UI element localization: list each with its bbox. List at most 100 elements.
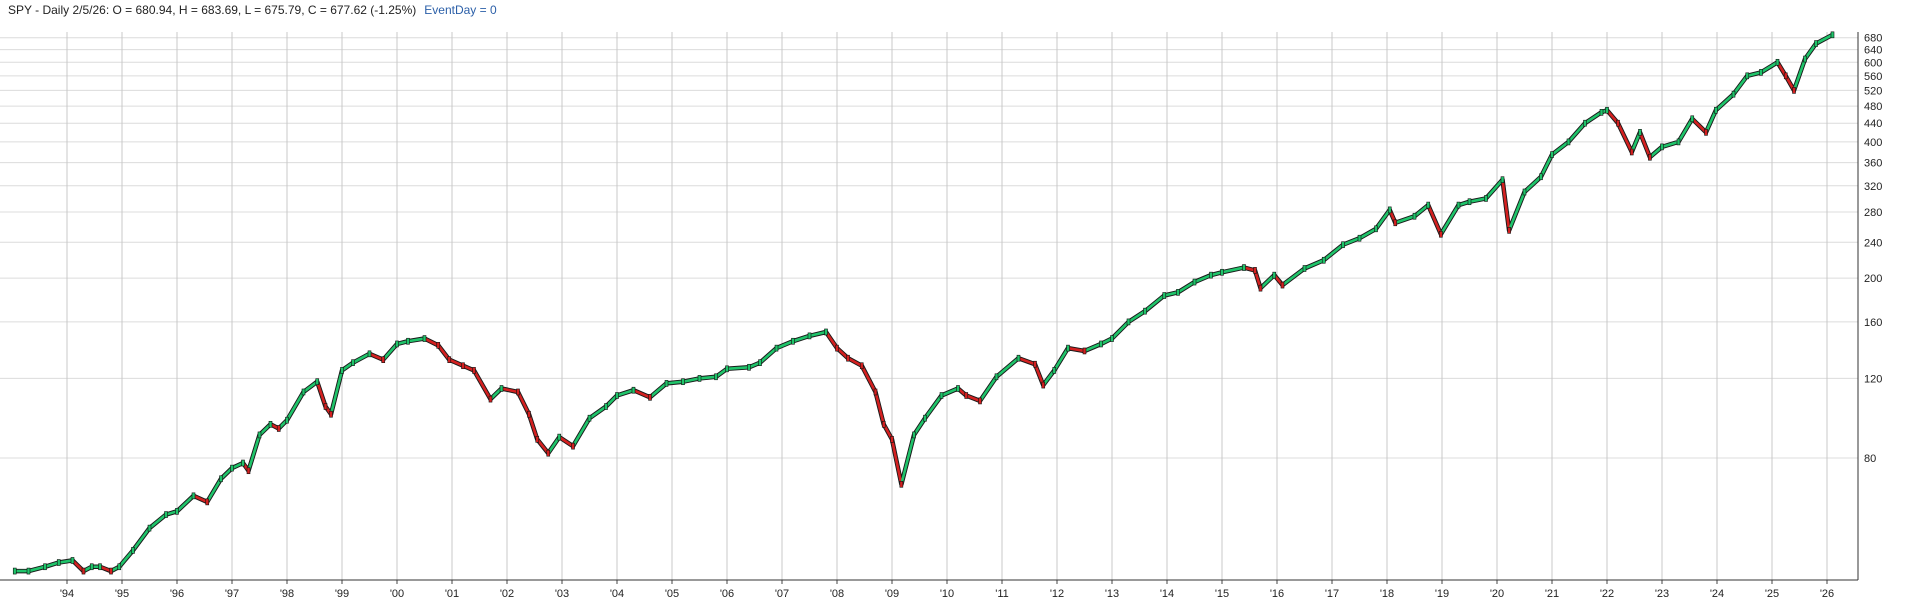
x-tick-label: '04 xyxy=(610,588,624,600)
price-segment-down xyxy=(1605,108,1620,125)
price-segment-up xyxy=(1099,337,1114,346)
price-segment-down xyxy=(315,380,327,408)
price-candle xyxy=(395,340,399,348)
price-candle xyxy=(890,436,894,443)
price-candle xyxy=(1830,31,1835,39)
price-segment-up xyxy=(1714,92,1735,112)
price-candle xyxy=(1507,227,1511,234)
price-candle xyxy=(1605,106,1609,114)
price-candle xyxy=(1775,58,1780,66)
price-candle xyxy=(117,563,122,571)
price-candle xyxy=(109,567,113,575)
price-candle xyxy=(978,397,982,405)
price-segment-up xyxy=(489,387,503,401)
price-candle xyxy=(697,375,702,382)
price-segment-down xyxy=(1033,362,1045,387)
price-segment-up xyxy=(205,477,223,504)
price-segment-up xyxy=(808,330,828,338)
x-tick-label: '16 xyxy=(1270,588,1284,600)
x-tick-label: '12 xyxy=(1050,588,1064,600)
price-candle xyxy=(1745,72,1750,80)
price-candle xyxy=(499,385,504,392)
price-segment-up xyxy=(1507,190,1526,232)
price-candle xyxy=(615,392,619,399)
price-segment-up xyxy=(588,405,608,420)
price-segment-up xyxy=(940,387,960,397)
price-candle xyxy=(1426,201,1431,209)
price-candle xyxy=(1456,201,1461,209)
price-segment-up xyxy=(1358,227,1378,240)
price-segment-up xyxy=(302,380,319,394)
price-candle xyxy=(219,475,223,483)
price-candle xyxy=(56,559,61,566)
price-candle xyxy=(70,557,75,564)
price-candle xyxy=(1648,153,1652,161)
price-segment-up xyxy=(1322,243,1345,262)
x-tick-label: '20 xyxy=(1490,588,1504,600)
price-candle xyxy=(964,392,969,399)
price-candle xyxy=(1583,119,1587,127)
price-candle xyxy=(571,442,575,450)
price-candle xyxy=(329,410,333,418)
price-candle xyxy=(381,356,386,363)
price-candle xyxy=(1412,212,1417,220)
price-candle xyxy=(1253,267,1257,274)
price-candle xyxy=(268,420,273,428)
x-tick-label: '09 xyxy=(885,588,899,600)
price-segment-up xyxy=(1127,309,1147,324)
price-candle xyxy=(725,365,729,373)
price-segment-up xyxy=(714,367,729,379)
event-day-label: EventDay = 0 xyxy=(424,3,497,17)
y-tick-label: 680 xyxy=(1864,33,1882,45)
price-segment-up xyxy=(1567,121,1587,144)
x-tick-label: '07 xyxy=(775,588,789,600)
price-segment-up xyxy=(648,382,668,399)
price-candle xyxy=(230,464,234,472)
price-candle xyxy=(1439,230,1443,238)
price-candle xyxy=(747,363,751,371)
price-segment-up xyxy=(1457,200,1471,207)
price-candle xyxy=(516,388,520,396)
y-tick-label: 520 xyxy=(1864,85,1882,97)
price-candle xyxy=(807,332,812,340)
price-candle xyxy=(956,385,960,392)
y-tick-label: 480 xyxy=(1864,101,1882,113)
price-segment-up xyxy=(381,342,399,361)
price-candle xyxy=(1341,241,1345,249)
price-candle xyxy=(587,414,592,422)
price-segment-down xyxy=(1690,117,1708,134)
price-candle xyxy=(164,511,168,518)
price-segment-down xyxy=(860,364,877,394)
price-segment-down xyxy=(824,330,839,350)
price-segment-up xyxy=(1803,42,1818,61)
price-segment-up xyxy=(1704,108,1718,134)
price-candle xyxy=(939,392,944,399)
price-segment-up xyxy=(1439,203,1460,236)
price-segment-up xyxy=(912,416,927,437)
price-segment-down xyxy=(527,412,539,441)
price-segment-up xyxy=(1523,175,1543,194)
price-candle xyxy=(527,410,531,418)
price-candle xyxy=(43,563,47,571)
price-segment-up xyxy=(1110,320,1130,340)
price-candle xyxy=(1176,289,1180,296)
price-segment-up xyxy=(1550,140,1570,156)
price-candle xyxy=(681,378,685,386)
price-segment-up xyxy=(1484,178,1504,200)
x-tick-label: '97 xyxy=(225,588,239,600)
price-candle xyxy=(1676,138,1681,146)
price-candle xyxy=(758,359,762,366)
y-tick-label: 360 xyxy=(1864,158,1882,170)
price-candle xyxy=(191,492,196,500)
price-candle xyxy=(12,567,17,575)
price-candle xyxy=(1192,278,1197,286)
price-segment-up xyxy=(775,339,795,350)
price-segment-up xyxy=(1162,291,1180,297)
x-tick-label: '23 xyxy=(1655,588,1669,600)
x-tick-label: '17 xyxy=(1325,588,1339,600)
price-segment-down xyxy=(1616,121,1634,154)
price-segment-up xyxy=(1052,346,1070,372)
price-segment-up xyxy=(1792,57,1807,92)
price-candle xyxy=(406,337,410,345)
